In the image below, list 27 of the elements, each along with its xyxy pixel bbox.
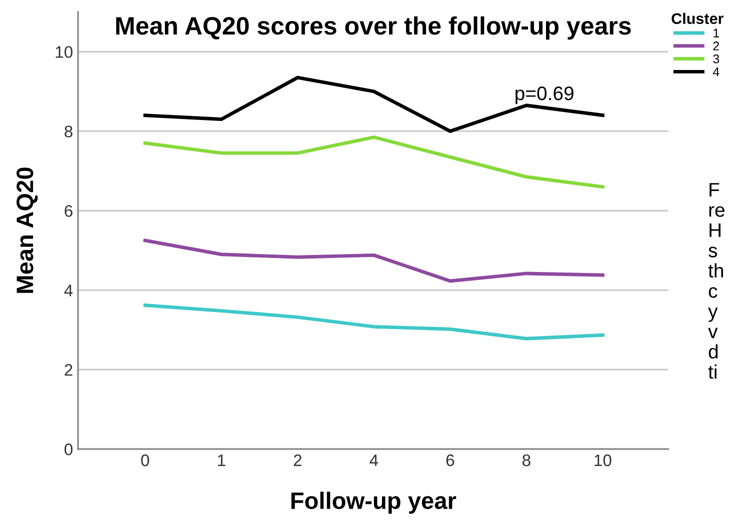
- line-series: [143, 238, 604, 283]
- y-tick-label: 8: [64, 126, 72, 138]
- chart-title: Mean AQ20 scores over the follow-up years: [116, 16, 631, 40]
- x-tick-label: 2: [294, 454, 302, 466]
- legend-label: 4: [712, 67, 720, 76]
- x-tick-label: 1: [218, 454, 226, 466]
- x-tick-label: 0: [141, 454, 150, 466]
- x-axis-title: Follow-up year: [291, 492, 456, 514]
- x-tick-label: 8: [522, 454, 530, 466]
- y-tick-label: 6: [64, 205, 72, 217]
- y-axis-title: Mean AQ20: [16, 168, 38, 293]
- y-tick-label: 4: [64, 284, 73, 296]
- y-tick-label: 10: [56, 46, 73, 58]
- x-tick-label: 4: [370, 454, 378, 466]
- y-tick-label: 0: [64, 444, 73, 456]
- legend-title: Cluster: [672, 12, 724, 24]
- annotation: p=0.69: [516, 86, 574, 104]
- line-series: [143, 304, 604, 340]
- x-tick-label: 10: [594, 454, 612, 466]
- y-tick-label: 2: [64, 364, 72, 376]
- legend-label: 1: [714, 28, 720, 38]
- line-series: [143, 135, 604, 189]
- text: F re H s th c y v d ti: [708, 183, 724, 379]
- line-series: [143, 76, 604, 133]
- legend-label: 2: [713, 42, 719, 50]
- x-tick-label: 6: [446, 454, 454, 466]
- legend-label: 3: [713, 54, 720, 64]
